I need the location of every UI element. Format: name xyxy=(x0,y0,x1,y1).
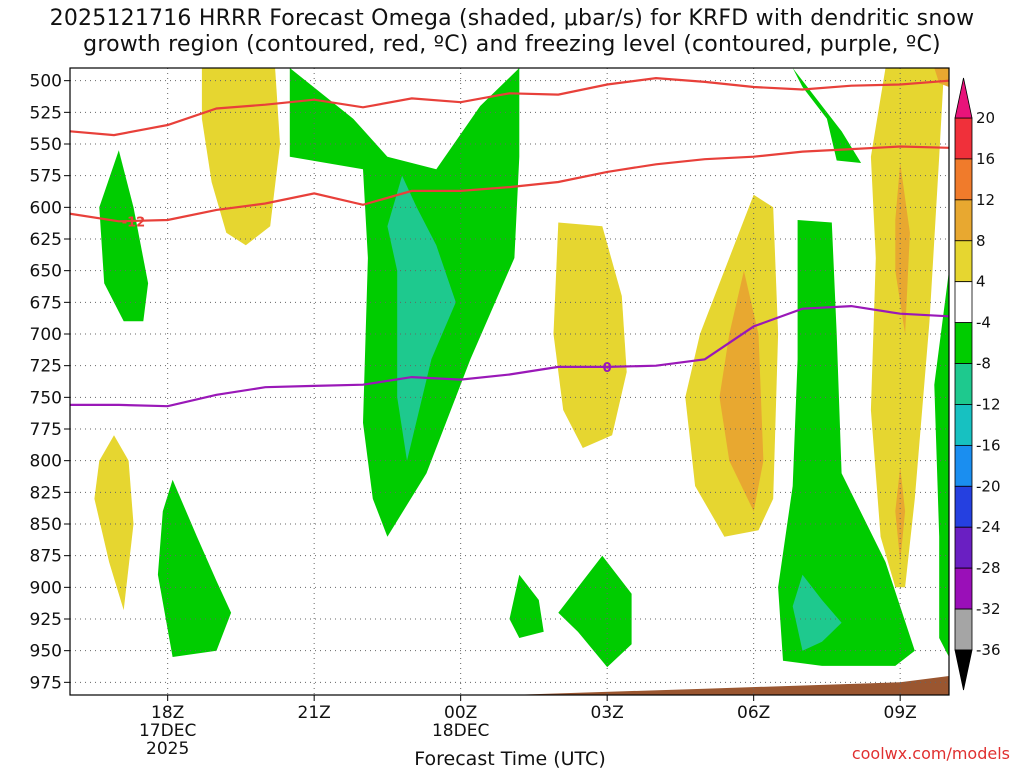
contour-line-0 xyxy=(70,76,949,137)
contour-label-dendritic: -12 xyxy=(122,215,146,230)
y-tick-label: 700 xyxy=(30,325,62,345)
colorbar-label: -20 xyxy=(976,477,1001,495)
contour-line-1 xyxy=(70,145,949,223)
y-tick-label: 650 xyxy=(30,262,62,282)
colorbar-swatch xyxy=(954,608,973,651)
omega-region-13 xyxy=(719,270,764,512)
colorbar-top-arrow xyxy=(954,77,973,119)
y-tick-label: 925 xyxy=(30,610,62,630)
y-tick-label: 950 xyxy=(30,642,62,662)
omega-region-7 xyxy=(157,479,232,657)
colorbar-swatch xyxy=(954,199,973,242)
x-tick-label: 09Z xyxy=(884,703,917,723)
omega-region-4 xyxy=(778,220,915,666)
y-tick-label: 575 xyxy=(30,167,62,187)
colorbar-label: -24 xyxy=(976,518,1001,536)
x-tick-label: 00Z xyxy=(444,703,477,723)
colorbar-label: -28 xyxy=(976,559,1001,577)
omega-region-17 xyxy=(934,68,949,87)
y-tick-label: 900 xyxy=(30,578,62,598)
x-tick-label: 18Z xyxy=(151,703,184,723)
colorbar-label: 12 xyxy=(976,191,995,209)
y-tick-label: 975 xyxy=(30,673,62,693)
colorbar-label: -8 xyxy=(976,355,991,373)
y-tick-label: 825 xyxy=(30,483,62,503)
omega-region-9 xyxy=(558,555,632,668)
y-tick-label: 600 xyxy=(30,198,62,218)
colorbar-label: -36 xyxy=(976,641,1001,659)
plot-frame xyxy=(69,67,950,696)
colorbar-swatch xyxy=(954,526,973,569)
y-tick-label: 550 xyxy=(30,135,62,155)
colorbar-label: 8 xyxy=(976,232,986,250)
y-tick-label: 525 xyxy=(30,103,62,123)
colorbar-label: -4 xyxy=(976,314,991,332)
colorbar-swatch xyxy=(954,322,973,364)
colorbar-swatch xyxy=(954,485,973,528)
x-axis-label: Forecast Time (UTC) xyxy=(414,748,605,768)
colorbar-label: 4 xyxy=(976,273,986,291)
omega-region-3 xyxy=(792,68,862,163)
omega-region-14 xyxy=(870,68,945,588)
chart-title-line1: 2025121716 HRRR Forecast Omega (shaded, … xyxy=(49,6,975,31)
omega-region-11 xyxy=(553,222,627,448)
colorbar-swatch xyxy=(954,281,973,324)
colorbar-swatch xyxy=(954,567,973,610)
y-tick-label: 750 xyxy=(30,388,62,408)
colorbar-swatch xyxy=(954,158,973,201)
colorbar-label: 16 xyxy=(976,150,995,168)
colorbar-swatch xyxy=(954,117,973,160)
colorbar-bottom-arrow xyxy=(954,649,973,691)
omega-region-5 xyxy=(792,574,842,651)
omega-region-0 xyxy=(99,150,149,322)
y-tick-label: 850 xyxy=(30,515,62,535)
x-tick-label: 18DEC xyxy=(432,721,489,741)
y-tick-label: 725 xyxy=(30,357,62,377)
y-tick-label: 625 xyxy=(30,230,62,250)
contour-line-2 xyxy=(70,304,949,408)
x-tick-label: 2025 xyxy=(146,739,189,759)
y-tick-label: 500 xyxy=(30,72,62,92)
credit-text: coolwx.com/models xyxy=(851,744,1010,763)
omega-region-8 xyxy=(509,574,544,638)
y-tick-label: 675 xyxy=(30,293,62,313)
colorbar-swatch xyxy=(954,363,973,405)
x-tick-label: 17DEC xyxy=(139,721,196,741)
contour-label-freezing: 0 xyxy=(603,361,612,376)
y-tick-label: 775 xyxy=(30,420,62,440)
colorbar-label: 20 xyxy=(976,109,995,127)
x-tick-label: 03Z xyxy=(591,703,624,723)
colorbar-swatch xyxy=(954,240,973,283)
colorbar-label: -12 xyxy=(976,395,1001,413)
omega-region-10 xyxy=(201,68,280,246)
omega-region-15 xyxy=(895,163,910,334)
y-tick-label: 875 xyxy=(30,547,62,567)
colorbar-label: -16 xyxy=(976,436,1001,454)
colorbar-swatch xyxy=(954,404,973,446)
terrain-fill xyxy=(70,676,949,695)
omega-region-16 xyxy=(895,467,906,562)
chart-title-line2: growth region (contoured, red, ºC) and f… xyxy=(83,32,941,57)
omega-region-2 xyxy=(387,175,456,461)
omega-region-6 xyxy=(934,270,949,657)
omega-region-18 xyxy=(94,435,134,611)
colorbar-swatch xyxy=(954,444,973,487)
colorbar-label: -32 xyxy=(976,600,1001,618)
x-tick-label: 06Z xyxy=(737,703,770,723)
y-tick-label: 800 xyxy=(30,452,62,472)
x-tick-label: 21Z xyxy=(298,703,331,723)
